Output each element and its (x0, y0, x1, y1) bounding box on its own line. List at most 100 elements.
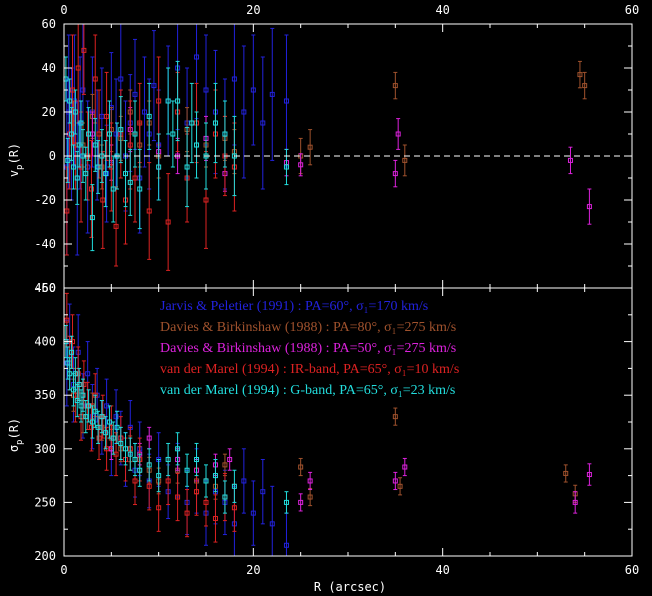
y-tick-label: 250 (34, 495, 56, 509)
y-tick-label: 40 (42, 61, 56, 75)
data-point (175, 432, 181, 466)
data-point (283, 148, 289, 186)
data-point (175, 472, 181, 522)
legend-entry: Jarvis & Peletier (1991) : PA=60°, σ₁=17… (160, 299, 428, 314)
data-point (260, 459, 266, 525)
x-tick-label: 60 (625, 563, 639, 577)
data-point (572, 491, 578, 514)
data-point (170, 100, 176, 168)
y-tick-label: -60 (34, 281, 56, 295)
data-point (141, 56, 147, 168)
data-point (110, 421, 116, 455)
data-point (194, 442, 200, 477)
y-tick-label: 0 (49, 149, 56, 163)
data-point (392, 71, 398, 100)
data-point (184, 453, 190, 487)
data-point (103, 140, 109, 208)
data-point (95, 140, 101, 194)
data-point (118, 96, 124, 164)
data-point (74, 151, 80, 205)
data-point (137, 453, 143, 487)
data-point (156, 133, 162, 201)
top-y-axis-label: vp(R) (7, 143, 25, 177)
data-point (175, 60, 181, 142)
y-tick-label: -40 (34, 237, 56, 251)
x-axis-label: R (arcsec) (314, 580, 386, 594)
y-tick-label: 60 (42, 17, 56, 31)
data-point (283, 491, 289, 514)
x-tick-label: 40 (435, 563, 449, 577)
y-tick-label: 200 (34, 549, 56, 563)
data-point (103, 416, 109, 450)
data-point (392, 471, 398, 491)
legend-entry: van der Marel (1994) : IR-band, PA=65°, … (160, 362, 459, 377)
y-tick-label: 300 (34, 442, 56, 456)
bottom-panel: 0 20 40 60 200 250 300 350 400 450 σp(R) R (arcse… (7, 281, 639, 594)
top-data-points (63, 23, 592, 271)
data-point (146, 82, 152, 150)
data-point (227, 448, 233, 471)
data-point (65, 137, 71, 183)
data-point (298, 153, 304, 177)
data-point (307, 129, 313, 166)
top-ticks: 0 20 40 60 -60 -40 -20 0 20 40 60 (34, 3, 639, 295)
data-point (86, 107, 92, 161)
legend-entry: Davies & Birkinshaw (1988) : PA=50°, σ₁=… (160, 341, 456, 356)
data-point (241, 45, 247, 179)
y-tick-label: 20 (42, 105, 56, 119)
data-point (307, 471, 313, 491)
data-point (146, 162, 152, 260)
data-point (582, 71, 588, 100)
y-tick-label: 400 (34, 335, 56, 349)
data-point (395, 118, 401, 150)
data-point (156, 459, 162, 493)
data-point (212, 459, 218, 493)
data-point (241, 448, 247, 514)
x-tick-label-top: 20 (246, 3, 260, 17)
data-point (203, 464, 209, 498)
data-point (76, 367, 82, 402)
bottom-data-points (63, 292, 592, 556)
data-point (113, 78, 119, 190)
data-point (165, 442, 171, 477)
data-point (165, 67, 171, 135)
x-tick-label: 0 (60, 563, 67, 577)
data-point (402, 457, 408, 477)
data-point (298, 493, 304, 512)
data-point (132, 442, 138, 477)
data-point (70, 144, 76, 190)
data-point (92, 118, 98, 172)
legend: Jarvis & Peletier (1991) : PA=60°, σ₁=17… (160, 299, 459, 398)
data-point (127, 437, 133, 471)
data-point (222, 480, 228, 514)
legend-entry: Davies & Birkinshaw (1988) : PA=80°, σ₁=… (160, 320, 456, 335)
bottom-ticks: 0 20 40 60 200 250 300 350 400 450 (34, 281, 639, 577)
y-tick-label: -20 (34, 193, 56, 207)
data-point (184, 126, 190, 208)
y-tick-label: 350 (34, 388, 56, 402)
data-point (397, 477, 403, 496)
data-point (123, 432, 129, 466)
data-point (586, 463, 592, 486)
data-point (165, 173, 171, 271)
data-point (260, 56, 266, 190)
data-point (189, 82, 195, 164)
x-tick-label: 20 (246, 563, 260, 577)
data-point (392, 159, 398, 188)
data-point (81, 24, 87, 95)
data-point (88, 140, 94, 238)
data-point (212, 82, 218, 164)
data-point (104, 71, 110, 161)
data-point (563, 464, 569, 483)
data-point (80, 378, 86, 412)
data-point (402, 144, 408, 177)
x-tick-label-top: 0 (60, 3, 67, 17)
data-point (194, 111, 200, 179)
top-panel: 0 20 40 60 -60 -40 -20 0 20 40 60 vp(R) (7, 3, 639, 295)
data-point (156, 56, 162, 146)
data-point (89, 405, 95, 439)
data-point (392, 407, 398, 426)
data-point (123, 140, 129, 208)
data-point (269, 27, 275, 161)
